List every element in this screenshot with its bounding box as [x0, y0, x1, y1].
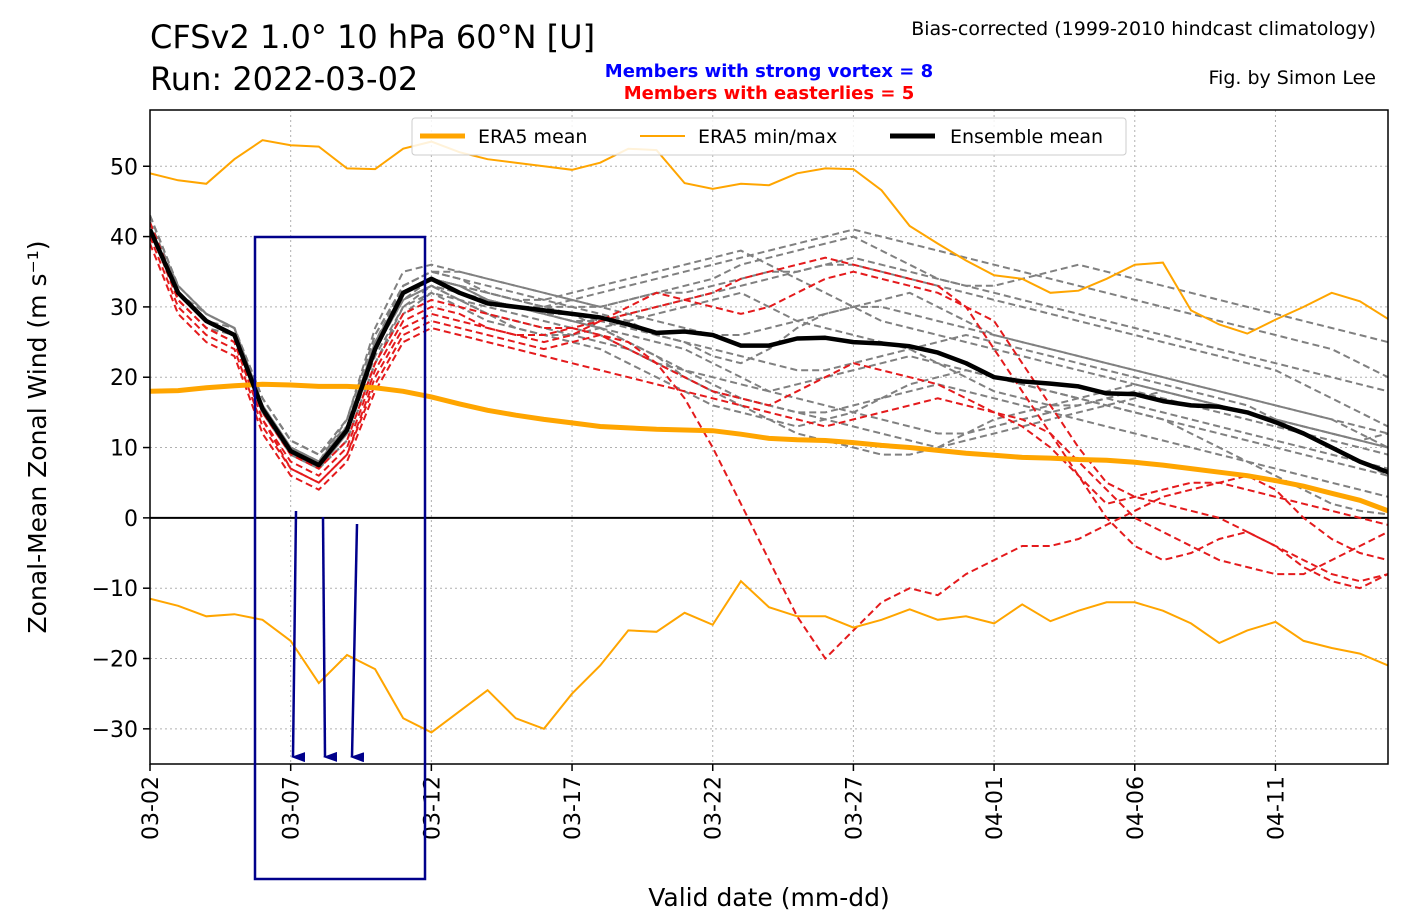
y-tick-label: −30 — [92, 718, 138, 743]
chart-subtitle-run: Run: 2022-03-02 — [150, 60, 418, 98]
member-line — [150, 215, 1388, 456]
easterly-members — [150, 222, 1388, 661]
member-line — [150, 229, 1388, 516]
easterly-member-line — [150, 222, 1388, 590]
ensemble-mean-line — [150, 228, 1388, 475]
legend-label-era5-minmax: ERA5 min/max — [698, 126, 837, 148]
x-tick-label: 04-01 — [983, 776, 1008, 840]
x-tick-label: 03-17 — [561, 776, 586, 840]
x-tick-label: 03-22 — [702, 776, 727, 840]
bias-correction-note: Bias-corrected (1999-2010 hindcast clima… — [911, 18, 1376, 40]
y-tick-label: 40 — [110, 226, 138, 251]
easterly-member-line — [150, 236, 1388, 661]
easterly-member-line — [150, 243, 1388, 526]
y-axis-label: Zonal-Mean Zonal Wind (m s⁻¹) — [23, 241, 52, 634]
x-tick-label: 04-11 — [1264, 776, 1289, 840]
x-tick-label: 04-06 — [1124, 776, 1149, 840]
annotation-arrow — [350, 523, 365, 763]
x-tick-label: 03-07 — [280, 776, 305, 840]
figure-credit: Fig. by Simon Lee — [1209, 67, 1377, 89]
legend-label-ensemble-mean: Ensemble mean — [950, 126, 1103, 148]
x-tick-label: 03-27 — [842, 776, 867, 840]
easterlies-count: Members with easterlies = 5 — [624, 83, 914, 104]
annotation-arrow — [321, 516, 338, 762]
strong-vortex-count: Members with strong vortex = 8 — [605, 61, 933, 82]
y-tick-label: 10 — [110, 437, 138, 462]
legend: ERA5 mean ERA5 min/max Ensemble mean — [411, 117, 1127, 156]
y-tick-label: −20 — [92, 648, 138, 673]
plot-frame — [149, 109, 1389, 765]
y-tick-label: −10 — [92, 577, 138, 602]
y-tick-label: 50 — [110, 155, 138, 180]
chart-title: CFSv2 1.0° 10 hPa 60°N [U] — [150, 18, 595, 56]
y-axis-ticks: −30 −20 −10 0 10 20 30 40 50 — [92, 155, 150, 743]
y-tick-label: 20 — [110, 366, 138, 391]
y-tick-label: 0 — [124, 507, 138, 532]
x-tick-label: 03-02 — [139, 776, 164, 840]
x-axis-ticks: 03-02 03-07 03-12 03-17 03-22 03-27 04-01 04-06… — [139, 764, 1289, 840]
member-line — [150, 222, 1388, 463]
era5-min-line — [150, 579, 1388, 734]
ensemble-mean-polyline — [150, 228, 1388, 475]
member-line — [150, 222, 1388, 470]
easterly-member-line — [150, 229, 1388, 576]
annotation-arrow — [291, 510, 306, 763]
highlight-box — [253, 235, 427, 881]
easterly-member-line — [150, 229, 1388, 583]
y-tick-label: 30 — [110, 296, 138, 321]
x-axis-label: Valid date (mm-dd) — [648, 883, 889, 912]
legend-label-era5-mean: ERA5 mean — [478, 126, 587, 148]
era5-max-line — [150, 139, 1388, 335]
legend-box — [411, 117, 1127, 156]
